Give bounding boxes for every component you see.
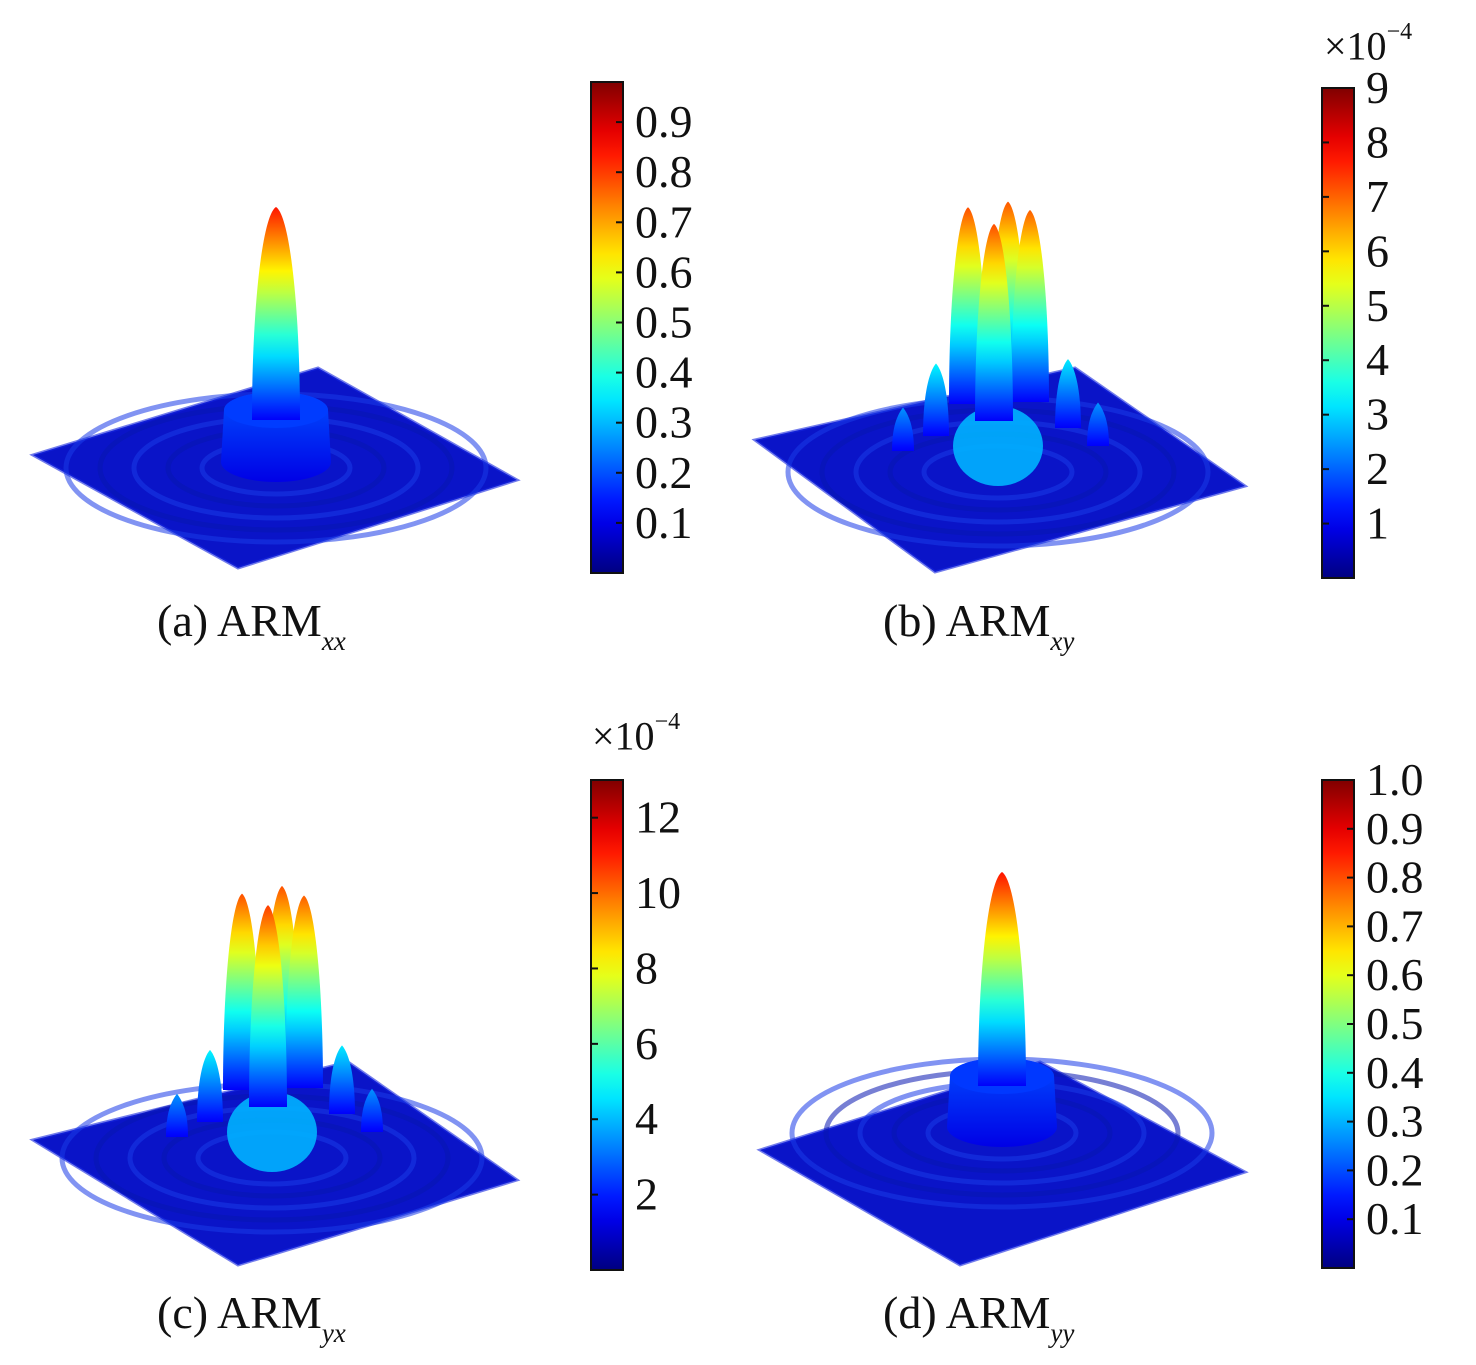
central-mound: [953, 406, 1043, 486]
side-lobe: [166, 1093, 188, 1137]
colorbar-gradient: [1321, 87, 1355, 579]
peak-central: [252, 207, 300, 420]
surface-b: [751, 201, 1249, 574]
multiplier-c-exp: −4: [654, 709, 681, 735]
colorbar-c: 2 4 6 8 10 12: [590, 779, 681, 1271]
multiplier-b-base: ×10: [1324, 23, 1387, 69]
central-mound: [227, 1092, 317, 1172]
colorbar-tick-label: 3: [1366, 389, 1389, 440]
caption-d-text: (d) ARM: [883, 1287, 1051, 1338]
side-lobe: [1055, 359, 1081, 428]
colorbar-tick-label: 1: [1366, 498, 1389, 549]
colorbar-tick-label: 5: [1366, 280, 1389, 331]
colorbar-tick-label: 0.9: [1366, 803, 1424, 854]
colorbar-tick-label: 0.5: [635, 296, 693, 347]
colorbar-tick-label: 0.4: [635, 347, 693, 398]
colorbar-tick-label: 2: [635, 1169, 658, 1220]
colorbar-d: 0.10.20.30.40.50.60.70.80.91.0: [1321, 754, 1424, 1269]
caption-c-text: (c) ARM: [157, 1287, 322, 1338]
panel-c: 2 4 6 8 10 12 ×10−4 (c) ARMyx: [0, 682, 738, 1364]
peak-front: [249, 905, 287, 1107]
colorbar-tick-label: 0.8: [635, 146, 693, 197]
colorbar-tick-label: 4: [635, 1093, 658, 1144]
side-lobe: [923, 363, 949, 436]
surface-c: [29, 885, 521, 1267]
surface-a: [29, 207, 521, 570]
side-lobe: [892, 407, 914, 451]
multiplier-c-base: ×10: [592, 713, 655, 759]
caption-a: (a) ARMxx: [157, 595, 346, 655]
caption-b: (b) ARMxy: [883, 595, 1074, 655]
colorbar-tick-label: 0.7: [1366, 900, 1424, 951]
colorbar-tick-label: 10: [635, 867, 681, 918]
surface-plot-c: 2 4 6 8 10 12: [29, 779, 681, 1271]
panel-d: 0.1 0.2 0.3 0.4 0.5 0.6 0.7 0.8 0.9 1.0 (d) ARMyy: [738, 682, 1476, 1364]
colorbar-tick-label: 0.9: [635, 96, 693, 147]
side-lobe: [329, 1045, 355, 1114]
caption-c: (c) ARMyx: [157, 1287, 346, 1347]
colorbar-tick-label: 0.5: [1366, 998, 1424, 1049]
caption-d: (d) ARMyy: [883, 1287, 1074, 1347]
surface-plot-d: 0.10.20.30.40.50.60.70.80.91.0: [756, 754, 1424, 1269]
panel-a: 0.1 0.2 0.3 0.4 0.5 0.6 0.7 0.8 0.9 (a) ARMxx: [0, 0, 738, 682]
caption-b-text: (b) ARM: [883, 595, 1051, 646]
colorbar-tick-label: 0.1: [635, 497, 693, 548]
colorbar-tick-label: 0.2: [635, 447, 693, 498]
colorbar-tick-label: 0.6: [635, 246, 693, 297]
colorbar-tick-label: 1.0: [1366, 754, 1424, 805]
peak-central: [978, 872, 1026, 1086]
colorbar-tick-label: 0.7: [635, 196, 693, 247]
colorbar-tick-label: 9: [1366, 62, 1389, 113]
side-lobe: [197, 1049, 223, 1122]
colorbar-tick-label: 7: [1366, 171, 1389, 222]
colorbar-tick-label: 8: [1366, 116, 1389, 167]
colorbar-gradient: [590, 779, 624, 1271]
multiplier-b: ×10−4: [1324, 20, 1412, 69]
side-lobe: [1087, 402, 1109, 446]
colorbar-a: 0.10.20.30.40.50.60.70.80.9: [590, 81, 693, 574]
caption-a-subscript: xx: [321, 626, 346, 656]
colorbar-tick-label: 4: [1366, 334, 1389, 385]
colorbar-tick-label: 6: [1366, 225, 1389, 276]
colorbar-tick-label: 0.3: [1366, 1096, 1424, 1147]
surface-d: [756, 872, 1249, 1267]
colorbar-tick-label: 8: [635, 942, 658, 993]
peak-right: [285, 895, 323, 1088]
colorbar-tick-label: 0.2: [1366, 1144, 1424, 1195]
multiplier-c: ×10−4: [592, 710, 680, 759]
caption-a-text: (a) ARM: [157, 595, 322, 646]
caption-c-subscript: yx: [321, 1318, 346, 1348]
surface-plot-a: 0.10.20.30.40.50.60.70.80.9: [29, 81, 693, 574]
colorbar-tick-label: 2: [1366, 443, 1389, 494]
colorbar-gradient: [590, 81, 624, 574]
colorbar-tick-label: 0.3: [635, 397, 693, 448]
colorbar-tick-label: 0.4: [1366, 1047, 1424, 1098]
colorbar-tick-label: 12: [635, 792, 681, 843]
colorbar-tick-label: 0.1: [1366, 1193, 1424, 1244]
caption-d-subscript: yy: [1050, 1318, 1075, 1348]
multiplier-b-exp: −4: [1386, 19, 1413, 45]
colorbar-tick-label: 6: [635, 1018, 658, 1069]
colorbar-tick-label: 0.8: [1366, 852, 1424, 903]
peak-front: [975, 223, 1013, 421]
surface-edge: [756, 1060, 1249, 1267]
caption-b-subscript: xy: [1050, 626, 1075, 656]
colorbar-tick-label: 0.6: [1366, 949, 1424, 1000]
peak-right: [1011, 209, 1049, 402]
side-lobe: [361, 1088, 383, 1132]
